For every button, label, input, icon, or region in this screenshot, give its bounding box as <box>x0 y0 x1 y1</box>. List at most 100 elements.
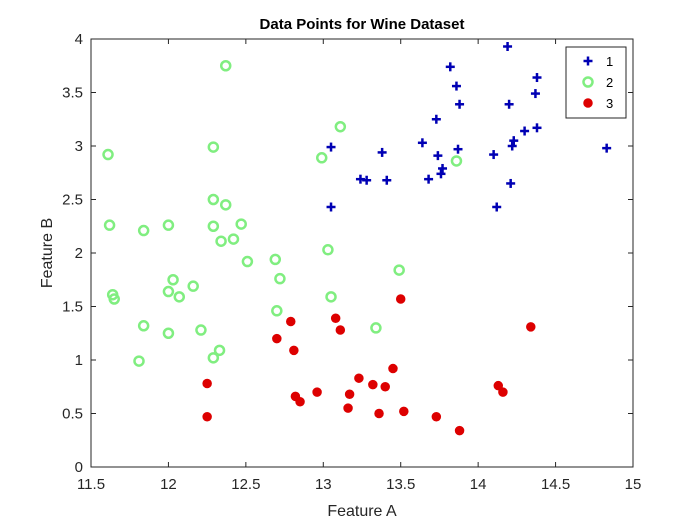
legend-marker <box>582 76 594 88</box>
data-point-series-1 <box>431 114 441 124</box>
legend: 1 2 3 <box>565 46 627 119</box>
data-point-series-3 <box>493 380 504 391</box>
data-point-series-1 <box>455 99 465 109</box>
data-point-series-1 <box>532 123 542 133</box>
series-3 <box>202 294 536 436</box>
data-point-series-2 <box>195 324 207 336</box>
legend-item-2: 2 <box>582 75 613 90</box>
data-point-series-2 <box>173 291 186 303</box>
plot-area <box>91 39 633 467</box>
data-point-series-1 <box>507 141 517 151</box>
data-point-series-3 <box>395 294 406 304</box>
data-point-series-3 <box>295 396 305 407</box>
legend-label: 2 <box>606 75 613 90</box>
data-point-series-1 <box>509 136 519 146</box>
data-point-series-2 <box>162 219 175 231</box>
data-point-series-1 <box>504 99 514 109</box>
data-point-series-1 <box>506 178 516 188</box>
data-point-series-1 <box>326 202 336 212</box>
x-tick-label: 13 <box>315 476 332 493</box>
x-tick-label: 12 <box>160 476 177 493</box>
data-point-series-2 <box>162 285 175 298</box>
data-point-series-2 <box>108 293 120 305</box>
data-point-series-2 <box>137 224 150 237</box>
data-point-series-1 <box>520 126 530 136</box>
data-point-series-2 <box>235 218 247 230</box>
data-point-series-1 <box>438 163 448 173</box>
data-point-series-3 <box>202 411 212 422</box>
data-point-series-1 <box>532 73 542 83</box>
data-point-series-1 <box>424 174 434 184</box>
data-point-series-2 <box>207 141 220 153</box>
data-point-series-3 <box>354 373 364 383</box>
data-point-series-3 <box>374 408 384 419</box>
x-tick-label: 12.5 <box>231 476 260 493</box>
data-point-series-2 <box>187 280 199 292</box>
data-point-series-2 <box>274 272 286 285</box>
legend-item-1: 1 <box>583 54 613 69</box>
data-point-series-3 <box>330 313 341 324</box>
legend-marker <box>583 56 593 66</box>
data-point-series-2 <box>393 264 405 276</box>
data-point-series-3 <box>202 378 212 389</box>
data-point-series-2 <box>207 352 220 364</box>
data-point-series-1 <box>436 169 446 179</box>
y-tick-label: 4 <box>75 31 83 48</box>
data-point-series-3 <box>343 403 353 413</box>
data-point-series-2 <box>215 235 227 247</box>
y-tick-label: 1.5 <box>62 299 83 316</box>
data-point-series-1 <box>602 143 612 153</box>
data-point-series-2 <box>207 220 220 232</box>
y-tick-label: 1 <box>75 352 83 369</box>
data-point-series-3 <box>454 425 465 436</box>
legend-box <box>565 46 627 119</box>
data-point-series-3 <box>526 322 536 332</box>
data-point-series-2 <box>207 193 220 206</box>
legend-marker <box>583 98 593 108</box>
data-point-series-3 <box>289 345 299 356</box>
y-tick-label: 0 <box>75 459 83 476</box>
data-point-series-3 <box>344 389 355 399</box>
data-point-series-2 <box>322 244 334 256</box>
data-point-series-2 <box>137 320 150 332</box>
data-point-series-1 <box>417 138 427 148</box>
data-point-series-2 <box>269 253 282 266</box>
data-point-series-1 <box>445 62 455 72</box>
data-point-series-3 <box>498 387 508 397</box>
data-point-series-2 <box>219 60 232 72</box>
x-axis-label: Feature A <box>327 503 397 520</box>
y-tick-label: 3.5 <box>62 85 83 102</box>
data-point-series-1 <box>492 202 502 212</box>
data-point-series-1 <box>377 147 387 157</box>
legend-label: 3 <box>606 96 613 111</box>
data-point-series-1 <box>326 142 336 152</box>
data-point-series-2 <box>103 219 116 231</box>
data-point-series-3 <box>335 325 346 335</box>
data-point-series-2 <box>213 344 226 357</box>
axis-ticks: 11.5 12 12.5 13 13.5 14 14.5 1500.511.522.533.5… <box>62 31 641 493</box>
data-point-series-3 <box>272 333 282 344</box>
data-point-series-3 <box>312 387 322 397</box>
data-point-series-2 <box>219 199 232 211</box>
data-point-series-2 <box>450 155 463 167</box>
data-point-series-2 <box>271 305 283 317</box>
data-point-series-3 <box>286 316 296 327</box>
series-1 <box>326 41 612 212</box>
data-point-series-2 <box>167 274 179 286</box>
y-tick-label: 0.5 <box>62 406 83 423</box>
y-tick-label: 2 <box>75 245 83 262</box>
data-point-series-2 <box>133 355 145 367</box>
data-point-series-3 <box>368 379 378 390</box>
x-tick-label: 14 <box>470 476 487 493</box>
x-tick-label: 14.5 <box>541 476 570 493</box>
data-point-series-2 <box>162 327 175 339</box>
x-tick-label: 15 <box>625 476 642 493</box>
data-markers <box>102 41 612 436</box>
data-point-series-2 <box>334 120 347 133</box>
data-point-series-1 <box>503 41 513 51</box>
x-tick-label: 11.5 <box>77 476 105 493</box>
x-tick-label: 13.5 <box>386 476 415 493</box>
y-axis-label: Feature B <box>39 218 56 288</box>
